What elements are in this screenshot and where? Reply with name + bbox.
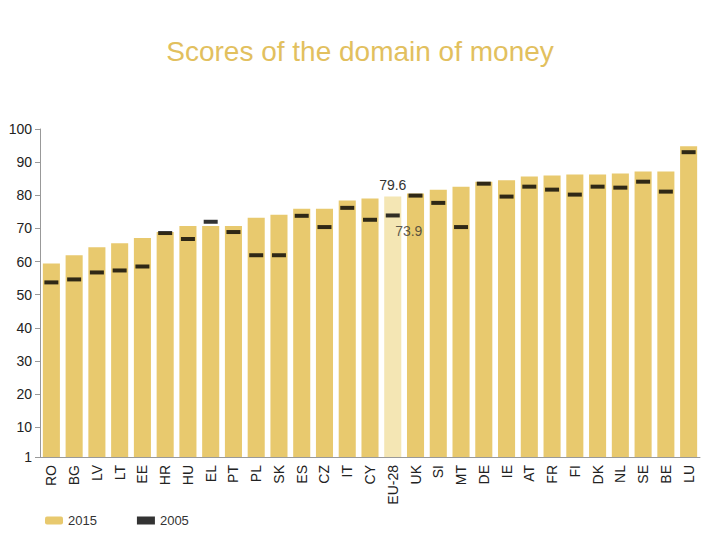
svg-text:73.9: 73.9	[395, 223, 422, 239]
svg-text:MT: MT	[453, 465, 469, 486]
svg-text:LT: LT	[112, 465, 128, 481]
svg-text:EE: EE	[134, 465, 150, 484]
svg-text:2015: 2015	[68, 513, 97, 528]
svg-text:ES: ES	[294, 465, 310, 484]
svg-text:50: 50	[16, 287, 32, 303]
svg-text:HU: HU	[180, 465, 196, 485]
svg-text:60: 60	[16, 254, 32, 270]
svg-text:20: 20	[16, 386, 32, 402]
svg-text:Scores of the domain of money: Scores of the domain of money	[166, 36, 554, 67]
svg-text:HR: HR	[157, 465, 173, 485]
svg-text:90: 90	[16, 154, 32, 170]
svg-text:PT: PT	[225, 465, 241, 483]
svg-text:SK: SK	[271, 464, 287, 483]
svg-text:BG: BG	[66, 465, 82, 485]
svg-text:1: 1	[24, 449, 32, 465]
svg-text:SE: SE	[635, 465, 651, 484]
svg-text:70: 70	[16, 220, 32, 236]
svg-text:LU: LU	[681, 465, 697, 483]
svg-text:2005: 2005	[160, 513, 189, 528]
svg-text:30: 30	[16, 353, 32, 369]
svg-text:EU-28: EU-28	[385, 465, 401, 505]
svg-text:PL: PL	[248, 465, 264, 482]
svg-text:IE: IE	[499, 465, 515, 478]
svg-text:RO: RO	[43, 465, 59, 486]
svg-text:DK: DK	[590, 464, 606, 484]
svg-text:40: 40	[16, 320, 32, 336]
svg-text:DE: DE	[476, 465, 492, 484]
svg-text:BE: BE	[658, 465, 674, 484]
svg-text:SI: SI	[430, 465, 446, 478]
svg-text:UK: UK	[408, 464, 424, 484]
svg-text:100: 100	[9, 121, 33, 137]
svg-text:IT: IT	[339, 465, 355, 478]
svg-text:CZ: CZ	[316, 465, 332, 484]
svg-text:80: 80	[16, 187, 32, 203]
svg-text:EL: EL	[203, 465, 219, 482]
svg-text:AT: AT	[521, 465, 537, 482]
svg-text:10: 10	[16, 419, 32, 435]
svg-text:79.6: 79.6	[379, 177, 406, 193]
svg-text:CY: CY	[362, 464, 378, 484]
svg-text:NL: NL	[612, 465, 628, 483]
svg-text:FR: FR	[544, 465, 560, 484]
svg-text:LV: LV	[89, 464, 105, 481]
svg-text:FI: FI	[567, 465, 583, 477]
